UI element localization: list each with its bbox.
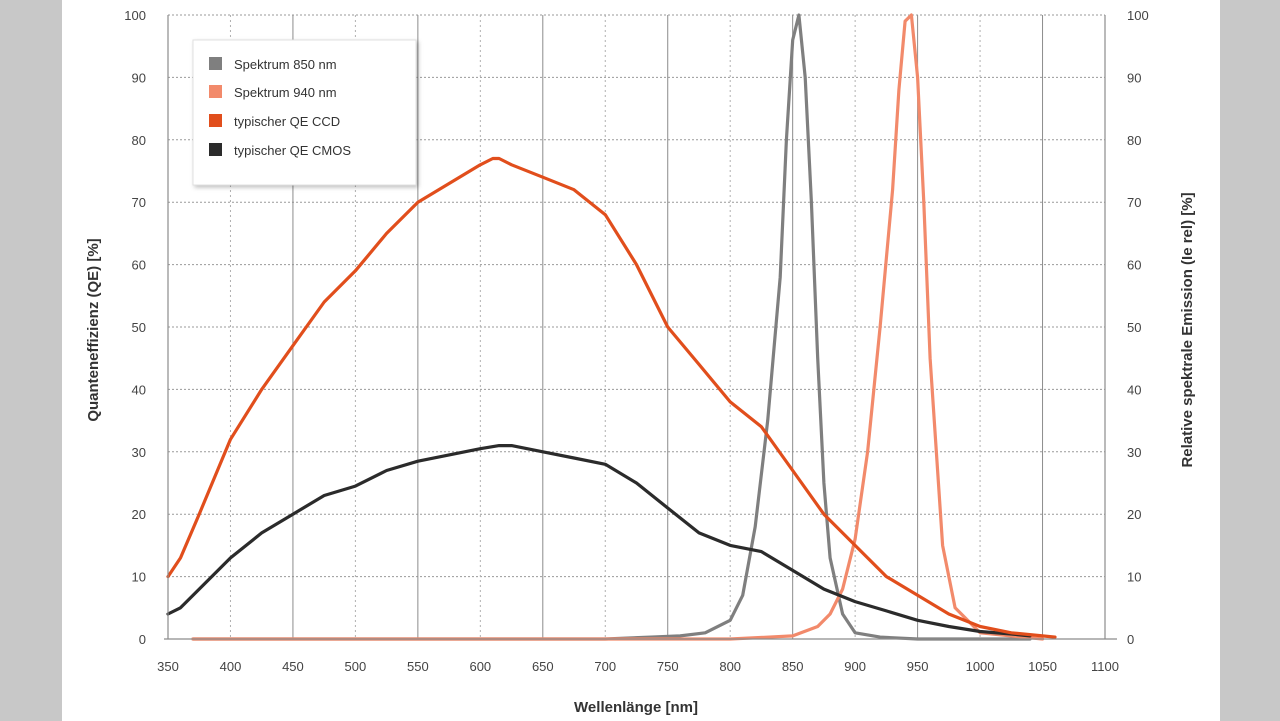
axes: [164, 15, 1117, 640]
y-left-tick-70: 70: [132, 195, 146, 210]
y-right-tick-0: 0: [1127, 632, 1134, 647]
y-right-tick-50: 50: [1127, 320, 1141, 335]
x-tick-750: 750: [657, 659, 679, 674]
legend-label-3: typischer QE CMOS: [234, 143, 351, 158]
x-tick-1050: 1050: [1028, 659, 1057, 674]
y-right-tick-40: 40: [1127, 382, 1141, 397]
x-tick-900: 900: [844, 659, 866, 674]
y-right-tick-10: 10: [1127, 570, 1141, 585]
series-line-1: [191, 13, 1045, 641]
x-tick-labels: 350 400 450 500 550 600 650 700 750 800 850 900 950 1…: [157, 659, 1119, 674]
y-left-tick-labels: 0 10 20 30 40 50 60 70 80 90 100: [124, 8, 146, 647]
x-tick-600: 600: [469, 659, 491, 674]
x-tick-800: 800: [719, 659, 741, 674]
y-left-tick-50: 50: [132, 320, 146, 335]
x-tick-1000: 1000: [966, 659, 995, 674]
x-tick-450: 450: [282, 659, 304, 674]
series-line-3: [166, 444, 1032, 638]
x-tick-1100: 1100: [1091, 659, 1119, 674]
y-left-tick-100: 100: [124, 8, 146, 23]
x-tick-850: 850: [782, 659, 804, 674]
legend-swatch-0: [209, 57, 222, 70]
y-left-tick-40: 40: [132, 382, 146, 397]
x-tick-400: 400: [220, 659, 242, 674]
y-right-axis-title: Relative spektrale Emission (Ie rel) [%]: [1179, 192, 1196, 467]
legend-swatch-2: [209, 114, 222, 127]
x-tick-550: 550: [407, 659, 429, 674]
legend-swatch-3: [209, 143, 222, 156]
y-left-tick-80: 80: [132, 133, 146, 148]
y-left-tick-30: 30: [132, 445, 146, 460]
y-left-tick-20: 20: [132, 507, 146, 522]
legend-box: [192, 39, 417, 186]
x-tick-350: 350: [157, 659, 179, 674]
series-layer: [166, 13, 1057, 641]
legend: Spektrum 850 nm Spektrum 940 nm typische…: [192, 39, 417, 186]
x-tick-650: 650: [532, 659, 554, 674]
series-line-0: [191, 13, 1032, 641]
legend-label-1: Spektrum 940 nm: [234, 85, 337, 100]
x-tick-700: 700: [594, 659, 616, 674]
y-right-tick-60: 60: [1127, 258, 1141, 273]
y-left-tick-0: 0: [139, 632, 146, 647]
y-left-tick-10: 10: [132, 570, 146, 585]
y-right-tick-80: 80: [1127, 133, 1141, 148]
legend-label-0: Spektrum 850 nm: [234, 57, 337, 72]
x-tick-950: 950: [907, 659, 929, 674]
y-right-tick-90: 90: [1127, 70, 1141, 85]
y-right-tick-70: 70: [1127, 195, 1141, 210]
y-left-axis-title: Quanteneffizienz (QE) [%]: [85, 238, 102, 421]
legend-label-2: typischer QE CCD: [234, 114, 340, 129]
y-right-tick-20: 20: [1127, 507, 1141, 522]
y-left-tick-90: 90: [132, 70, 146, 85]
series-line-2: [166, 156, 1057, 639]
y-right-tick-100: 100: [1127, 8, 1149, 23]
x-tick-500: 500: [345, 659, 367, 674]
y-left-tick-60: 60: [132, 258, 146, 273]
y-right-tick-labels: 0 10 20 30 40 50 60 70 80 90 100: [1127, 8, 1149, 647]
x-axis-title: Wellenlänge [nm]: [574, 699, 698, 716]
legend-swatch-1: [209, 85, 222, 98]
y-right-tick-30: 30: [1127, 445, 1141, 460]
